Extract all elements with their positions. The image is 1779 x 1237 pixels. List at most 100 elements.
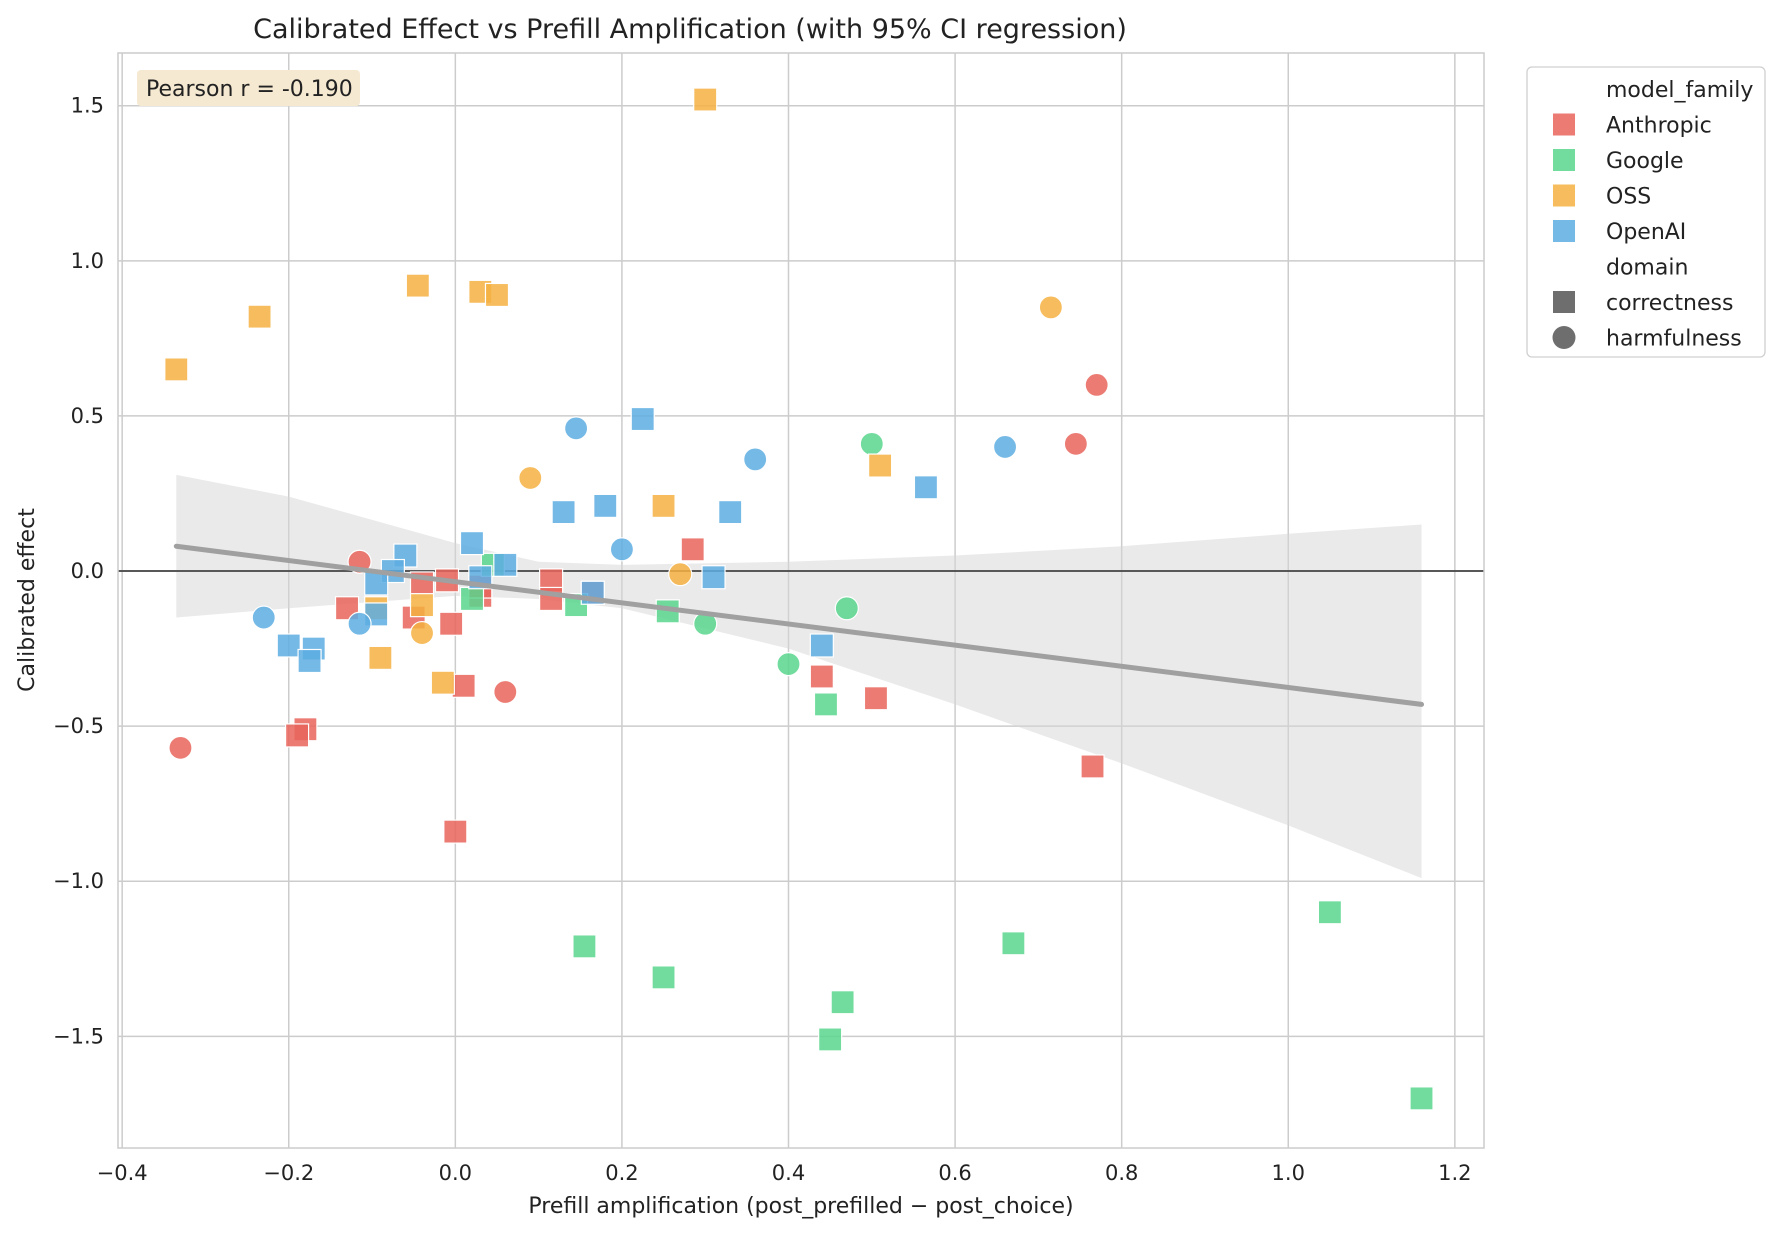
point-oss-correctness <box>484 282 510 308</box>
point-oss-harmfulness <box>518 465 543 491</box>
point-anthropic-correctness <box>284 723 310 748</box>
point-openai-correctness <box>809 633 834 658</box>
point-openai-correctness <box>630 406 655 432</box>
point-oss-correctness <box>693 87 718 112</box>
x-tick-label: 1.0 <box>1272 1161 1305 1185</box>
y-tick-labels: −1.5 −1.0 −0.5 0.0 0.5 1.0 1.5 <box>53 94 104 1049</box>
annotation-box <box>137 70 360 106</box>
legend-label-correctness: correctness <box>1606 291 1733 316</box>
x-tick-label: 0.8 <box>1105 1161 1138 1185</box>
point-oss-correctness <box>405 273 430 298</box>
point-google-correctness <box>1409 1086 1434 1111</box>
point-anthropic-correctness <box>1080 754 1105 779</box>
point-google-correctness <box>1001 931 1026 956</box>
legend-marker-square <box>1553 291 1575 313</box>
x-axis-label: Prefill amplification (post_prefilled − … <box>528 1194 1073 1219</box>
point-anthropic-correctness <box>439 611 464 636</box>
plot-border <box>117 52 1485 1149</box>
point-anthropic-correctness <box>443 819 468 844</box>
point-openai-correctness <box>593 493 618 518</box>
x-tick-labels: −0.4 −0.2 0.0 0.2 0.4 0.6 0.8 1.0 1.2 <box>97 1161 1472 1185</box>
point-google-correctness <box>459 586 485 612</box>
legend-swatch-google <box>1553 149 1575 171</box>
x-tick-label: 0.2 <box>605 1161 638 1185</box>
point-openai-harmfulness <box>347 611 372 636</box>
point-openai-correctness <box>718 499 743 525</box>
annotation-text: Pearson r = -0.190 <box>146 77 353 102</box>
point-anthropic-harmfulness <box>493 679 518 705</box>
legend-swatch-oss <box>1553 184 1575 207</box>
point-openai-correctness <box>276 633 301 658</box>
x-tick-label: −0.2 <box>263 1161 314 1185</box>
point-google-correctness <box>813 692 839 717</box>
point-openai-harmfulness <box>564 416 589 441</box>
point-openai-correctness <box>493 552 518 577</box>
point-google-harmfulness <box>859 431 884 456</box>
y-tick-label: 0.0 <box>71 559 104 583</box>
legend-marker-circle <box>1552 326 1576 349</box>
y-tick-label: 0.5 <box>71 404 104 428</box>
legend-title-domain: domain <box>1606 256 1688 281</box>
point-openai-correctness <box>364 571 389 596</box>
regression-line-layer <box>173 543 1425 707</box>
point-google-correctness <box>830 990 855 1015</box>
y-tick-label: 1.0 <box>71 249 104 273</box>
point-google-harmfulness <box>776 651 801 677</box>
chart-title: Calibrated Effect vs Prefill Amplificati… <box>253 14 1127 45</box>
point-oss-harmfulness <box>1038 295 1063 320</box>
legend-label-google: Google <box>1606 149 1684 174</box>
point-google-correctness <box>1317 900 1343 925</box>
y-axis-label: Calibrated effect <box>15 508 40 692</box>
y-tick-label: −0.5 <box>53 714 104 738</box>
point-google-correctness <box>651 965 676 990</box>
x-tick-label: 0.6 <box>938 1161 971 1185</box>
x-tick-label: 1.2 <box>1438 1161 1471 1185</box>
y-tick-label: −1.5 <box>53 1024 104 1048</box>
point-openai-harmfulness <box>992 434 1018 460</box>
point-anthropic-harmfulness <box>168 735 193 760</box>
point-oss-harmfulness <box>409 620 435 646</box>
point-anthropic-correctness <box>451 673 476 698</box>
point-openai-harmfulness <box>743 447 768 472</box>
x-tick-label: −0.4 <box>97 1161 148 1185</box>
x-tick-label: 0.0 <box>439 1161 472 1185</box>
legend: model_family Anthropic Google OSS OpenAI doma… <box>1526 66 1766 358</box>
point-openai-correctness <box>913 475 939 500</box>
point-oss-correctness <box>651 493 676 518</box>
point-oss-correctness <box>430 670 455 695</box>
point-openai-correctness <box>701 565 726 590</box>
point-oss-harmfulness <box>668 562 693 587</box>
pearson-annotation: Pearson r = -0.190 <box>137 70 360 106</box>
x-tick-label: 0.4 <box>772 1161 805 1185</box>
legend-label-oss: OSS <box>1606 185 1651 210</box>
regression-line <box>173 543 1425 707</box>
legend-label-harmfulness: harmfulness <box>1606 327 1742 352</box>
y-tick-label: 1.5 <box>71 94 104 118</box>
point-google-correctness <box>818 1027 843 1052</box>
point-oss-correctness <box>409 593 435 618</box>
point-openai-correctness <box>459 531 485 556</box>
legend-label-openai: OpenAI <box>1606 220 1686 245</box>
legend-swatch-openai <box>1553 220 1575 242</box>
point-oss-correctness <box>164 357 189 382</box>
point-oss-correctness <box>868 453 893 478</box>
point-anthropic-harmfulness <box>1084 372 1109 398</box>
point-google-correctness <box>572 934 597 959</box>
point-anthropic-correctness <box>680 537 705 562</box>
point-oss-correctness <box>368 645 393 670</box>
point-anthropic-correctness <box>863 686 889 711</box>
point-openai-correctness <box>297 648 322 674</box>
point-oss-correctness <box>247 304 272 329</box>
point-anthropic-correctness <box>809 664 834 689</box>
legend-label-anthropic: Anthropic <box>1606 114 1712 139</box>
point-openai-correctness <box>551 499 576 525</box>
point-google-harmfulness <box>834 596 859 621</box>
point-openai-harmfulness <box>251 605 276 630</box>
legend-box <box>1526 66 1766 358</box>
y-tick-label: −1.0 <box>53 869 104 893</box>
point-anthropic-harmfulness <box>1063 431 1088 456</box>
legend-swatch-anthropic <box>1553 113 1575 136</box>
legend-title-model-family: model_family <box>1606 78 1753 103</box>
point-openai-harmfulness <box>609 537 635 562</box>
